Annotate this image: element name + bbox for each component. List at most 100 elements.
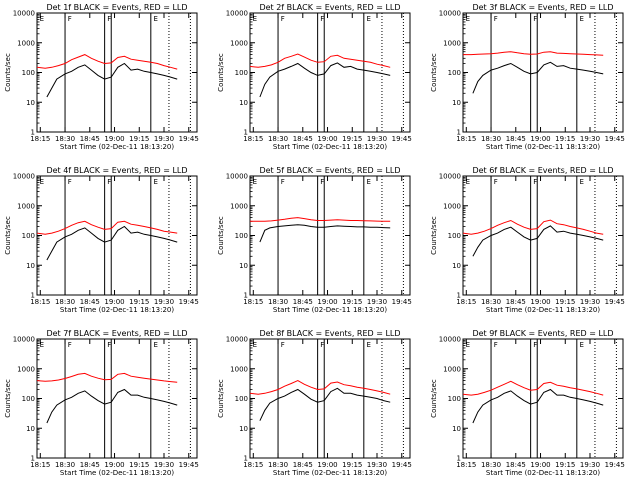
marker-letter: E xyxy=(253,178,257,186)
panel-6: Det 6f BLACK = Events, RED = LLD 1 10 100 10… xyxy=(430,166,625,314)
series-line-events xyxy=(472,225,604,257)
marker-letter: F xyxy=(281,341,285,349)
marker-letter: F xyxy=(533,178,537,186)
marker-letter: E xyxy=(40,178,44,186)
marker-letter: E xyxy=(153,341,157,349)
x-tick-label: 18:45 xyxy=(80,298,100,306)
series-line-lld xyxy=(36,54,178,70)
panel-5: Det 5f BLACK = Events, RED = LLD 1 10 100 10… xyxy=(217,166,412,314)
y-tick-label: 1 xyxy=(244,455,248,463)
x-tick-label: 18:45 xyxy=(293,135,313,143)
x-tick-label: 19:30 xyxy=(367,298,387,306)
series-line-lld xyxy=(250,217,391,222)
marker-letter: E xyxy=(466,178,470,186)
marker-letter: E xyxy=(253,15,257,23)
x-tick-label: 18:45 xyxy=(293,461,313,469)
y-axis-label: Counts/sec xyxy=(4,53,12,92)
x-axis-label: Start Time (02-Dec-11 18:13:20) xyxy=(486,143,600,151)
y-tick-label: 1 xyxy=(457,455,461,463)
y-tick-label: 10000 xyxy=(226,336,248,344)
y-tick-label: 10 xyxy=(239,425,248,433)
series-line-lld xyxy=(36,372,178,383)
marker-letter: E xyxy=(153,178,157,186)
x-tick-label: 18:30 xyxy=(55,298,75,306)
marker-letter: F xyxy=(107,178,111,186)
x-tick-label: 18:30 xyxy=(55,135,75,143)
x-tick-label: 19:45 xyxy=(392,298,412,306)
panel-3: Det 3f BLACK = Events, RED = LLD 1 10 100 10… xyxy=(430,3,625,151)
marker-letter: E xyxy=(579,178,583,186)
x-tick-label: 19:00 xyxy=(104,135,124,143)
x-axis-label: Start Time (02-Dec-11 18:13:20) xyxy=(60,469,174,477)
panel-title: Det 8f BLACK = Events, RED = LLD xyxy=(259,329,400,338)
marker-letter: E xyxy=(253,341,257,349)
panel-title: Det 1f BLACK = Events, RED = LLD xyxy=(46,3,187,12)
marker-letter: F xyxy=(68,341,72,349)
x-tick-label: 19:15 xyxy=(342,461,362,469)
marker-letter: E xyxy=(366,341,370,349)
y-tick-label: 100 xyxy=(448,232,461,240)
x-tick-label: 19:30 xyxy=(580,135,600,143)
panel-title: Det 2f BLACK = Events, RED = LLD xyxy=(259,3,400,12)
y-tick-label: 10 xyxy=(26,262,35,270)
y-tick-label: 10 xyxy=(239,99,248,107)
y-tick-label: 10 xyxy=(452,425,461,433)
panel-title: Det 3f BLACK = Events, RED = LLD xyxy=(472,3,613,12)
x-tick-label: 18:15 xyxy=(243,461,263,469)
y-tick-label: 1000 xyxy=(443,202,461,210)
x-tick-label: 19:15 xyxy=(342,298,362,306)
marker-letter: F xyxy=(320,15,324,23)
x-axis-label: Start Time (02-Dec-11 18:13:20) xyxy=(486,469,600,477)
y-tick-label: 100 xyxy=(448,395,461,403)
y-axis-label: Counts/sec xyxy=(430,53,438,92)
y-tick-label: 10000 xyxy=(439,336,461,344)
y-tick-label: 1000 xyxy=(443,39,461,47)
x-tick-label: 19:30 xyxy=(154,298,174,306)
marker-letter: E xyxy=(366,15,370,23)
x-tick-label: 18:15 xyxy=(30,135,50,143)
y-tick-label: 100 xyxy=(22,232,35,240)
x-tick-label: 19:30 xyxy=(154,461,174,469)
series-line-lld xyxy=(249,53,391,68)
panel-1: Det 1f BLACK = Events, RED = LLD 1 10 100 10… xyxy=(4,3,199,151)
series-line-events xyxy=(46,62,178,98)
y-tick-label: 10000 xyxy=(13,10,35,18)
series-line-events xyxy=(472,388,604,424)
marker-letter: F xyxy=(494,178,498,186)
marker-letter: E xyxy=(466,15,470,23)
x-tick-label: 19:15 xyxy=(555,135,575,143)
x-tick-label: 18:45 xyxy=(293,298,313,306)
panel-8: Det 8f BLACK = Events, RED = LLD 1 10 100 10… xyxy=(217,329,412,477)
x-tick-label: 18:45 xyxy=(506,461,526,469)
x-tick-label: 19:45 xyxy=(179,135,199,143)
y-tick-label: 10000 xyxy=(226,10,248,18)
x-tick-label: 18:30 xyxy=(268,461,288,469)
y-tick-label: 100 xyxy=(448,69,461,77)
marker-letter: E xyxy=(40,341,44,349)
y-tick-label: 10000 xyxy=(226,173,248,181)
x-tick-label: 19:15 xyxy=(129,461,149,469)
series-line-events xyxy=(46,225,178,261)
panel-title: Det 5f BLACK = Events, RED = LLD xyxy=(259,166,400,175)
x-axis-label: Start Time (02-Dec-11 18:13:20) xyxy=(273,143,387,151)
marker-letter: E xyxy=(579,341,583,349)
y-tick-label: 1 xyxy=(31,129,35,137)
x-tick-label: 19:15 xyxy=(129,298,149,306)
y-tick-label: 1 xyxy=(457,129,461,137)
y-axis-label: Counts/sec xyxy=(430,379,438,418)
series-line-lld xyxy=(462,219,604,235)
x-tick-label: 18:30 xyxy=(55,461,75,469)
marker-letter: E xyxy=(366,178,370,186)
plot-frame xyxy=(462,175,624,296)
panel-2: Det 2f BLACK = Events, RED = LLD 1 10 100 10… xyxy=(217,3,412,151)
marker-letter: F xyxy=(107,341,111,349)
series-line-lld xyxy=(462,380,604,396)
x-tick-label: 18:30 xyxy=(481,461,501,469)
x-tick-label: 19:30 xyxy=(154,135,174,143)
y-tick-label: 100 xyxy=(22,69,35,77)
x-tick-label: 19:00 xyxy=(317,461,337,469)
y-axis-label: Counts/sec xyxy=(430,216,438,255)
y-tick-label: 100 xyxy=(235,69,248,77)
x-tick-label: 19:00 xyxy=(317,298,337,306)
x-tick-label: 18:15 xyxy=(30,298,50,306)
